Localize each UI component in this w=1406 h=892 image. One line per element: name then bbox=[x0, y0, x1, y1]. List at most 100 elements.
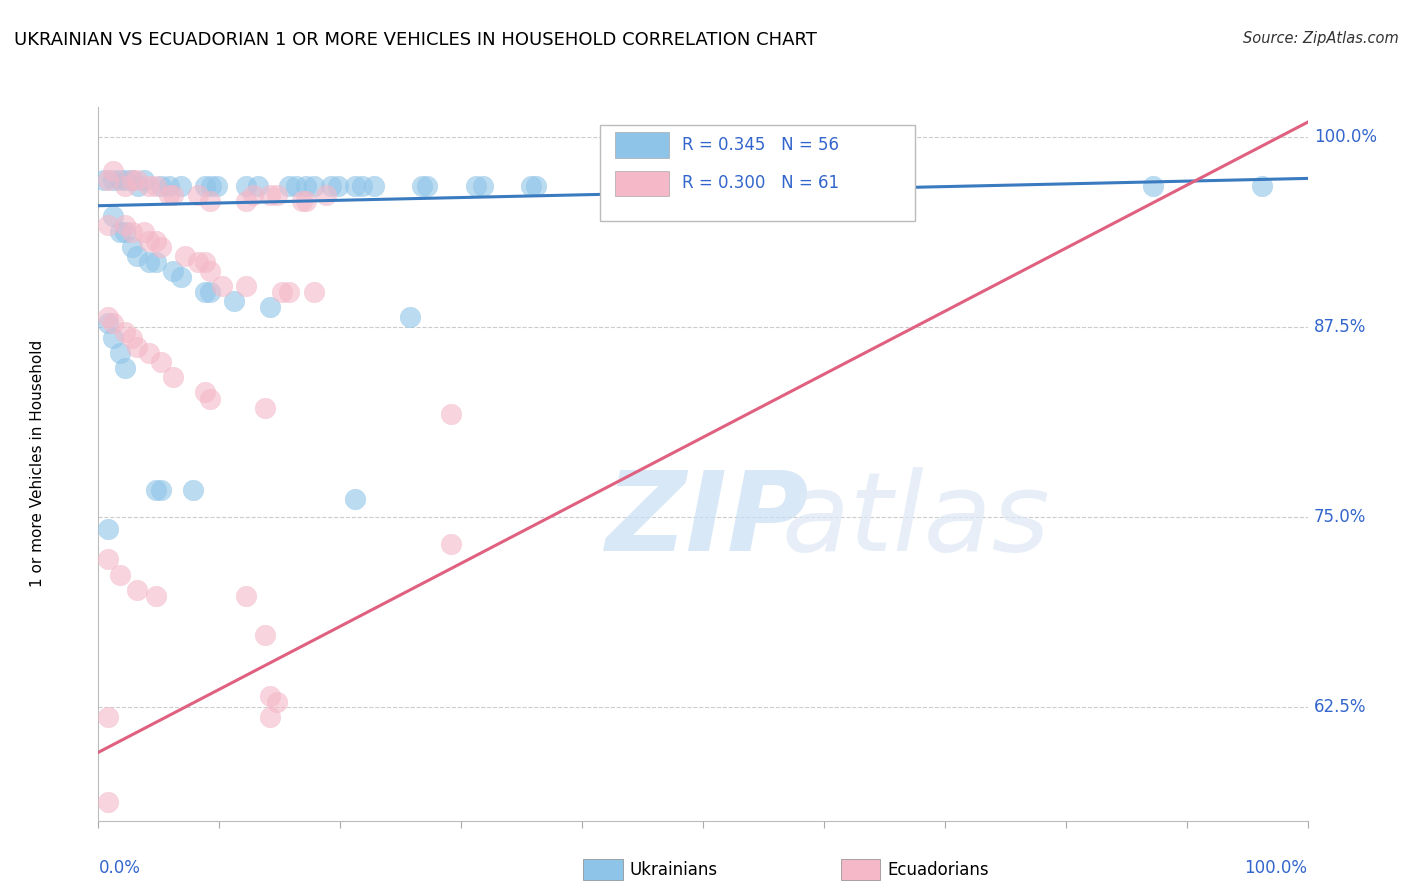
Point bbox=[108, 567, 131, 582]
Point bbox=[114, 361, 136, 376]
Point bbox=[295, 194, 318, 209]
Point bbox=[101, 163, 124, 178]
Point bbox=[101, 331, 124, 345]
Point bbox=[108, 346, 131, 360]
Point bbox=[284, 179, 307, 194]
Point bbox=[259, 188, 281, 202]
Point bbox=[278, 285, 301, 300]
Point bbox=[211, 279, 233, 293]
Point bbox=[97, 796, 120, 810]
Text: Source: ZipAtlas.com: Source: ZipAtlas.com bbox=[1243, 31, 1399, 46]
Text: R = 0.345   N = 56: R = 0.345 N = 56 bbox=[682, 136, 839, 153]
Point bbox=[138, 234, 160, 248]
FancyBboxPatch shape bbox=[614, 170, 669, 196]
Point bbox=[101, 210, 124, 224]
Point bbox=[266, 695, 288, 709]
Text: UKRAINIAN VS ECUADORIAN 1 OR MORE VEHICLES IN HOUSEHOLD CORRELATION CHART: UKRAINIAN VS ECUADORIAN 1 OR MORE VEHICL… bbox=[14, 31, 817, 49]
Point bbox=[181, 483, 204, 497]
Point bbox=[150, 355, 173, 369]
Point bbox=[198, 194, 221, 209]
Point bbox=[134, 173, 156, 187]
Point bbox=[101, 173, 124, 187]
Point bbox=[145, 179, 167, 194]
Point bbox=[97, 219, 120, 233]
Point bbox=[114, 173, 136, 187]
Point bbox=[194, 255, 217, 269]
Point bbox=[150, 179, 173, 194]
Point bbox=[93, 173, 115, 187]
Text: 100.0%: 100.0% bbox=[1244, 859, 1308, 877]
Point bbox=[259, 710, 281, 724]
Point bbox=[114, 219, 136, 233]
Point bbox=[138, 346, 160, 360]
Point bbox=[343, 179, 366, 194]
Point bbox=[259, 301, 281, 315]
Point bbox=[278, 179, 301, 194]
Point bbox=[121, 240, 143, 254]
Point bbox=[138, 179, 160, 194]
Point bbox=[464, 179, 486, 194]
Point bbox=[127, 582, 149, 597]
FancyBboxPatch shape bbox=[600, 125, 915, 221]
Point bbox=[114, 225, 136, 239]
Text: R = 0.300   N = 61: R = 0.300 N = 61 bbox=[682, 175, 839, 193]
Point bbox=[194, 385, 217, 400]
Point bbox=[97, 173, 120, 187]
Point bbox=[145, 255, 167, 269]
Point bbox=[150, 240, 173, 254]
Point bbox=[440, 407, 463, 421]
Point bbox=[235, 179, 257, 194]
Point bbox=[411, 179, 433, 194]
Point bbox=[315, 188, 337, 202]
Point bbox=[97, 522, 120, 536]
Point bbox=[127, 249, 149, 263]
Point bbox=[1142, 179, 1164, 194]
Text: 62.5%: 62.5% bbox=[1313, 698, 1367, 715]
Point bbox=[127, 179, 149, 194]
Point bbox=[198, 264, 221, 278]
Point bbox=[302, 285, 325, 300]
Point bbox=[343, 491, 366, 506]
Point bbox=[350, 179, 373, 194]
Point bbox=[363, 179, 385, 194]
Point bbox=[471, 179, 494, 194]
Point bbox=[97, 316, 120, 330]
Text: Ukrainians: Ukrainians bbox=[630, 861, 718, 879]
Text: ZIP: ZIP bbox=[606, 467, 810, 574]
Point bbox=[266, 826, 288, 840]
Point bbox=[101, 316, 124, 330]
Point bbox=[138, 255, 160, 269]
Point bbox=[326, 179, 349, 194]
Point bbox=[114, 325, 136, 339]
Point bbox=[134, 225, 156, 239]
Point bbox=[121, 225, 143, 239]
Point bbox=[108, 173, 131, 187]
Point bbox=[416, 179, 439, 194]
Point bbox=[162, 264, 184, 278]
Point bbox=[97, 310, 120, 324]
Point bbox=[1250, 179, 1272, 194]
Point bbox=[440, 537, 463, 551]
Point bbox=[254, 628, 277, 642]
Point bbox=[247, 179, 270, 194]
Point bbox=[114, 179, 136, 194]
Text: 87.5%: 87.5% bbox=[1313, 318, 1367, 336]
Point bbox=[205, 179, 228, 194]
Point bbox=[169, 179, 191, 194]
Text: 1 or more Vehicles in Household: 1 or more Vehicles in Household bbox=[31, 340, 45, 588]
Point bbox=[169, 270, 191, 285]
Point bbox=[145, 589, 167, 603]
Point bbox=[187, 188, 209, 202]
Point bbox=[97, 552, 120, 566]
Point bbox=[150, 483, 173, 497]
Point bbox=[235, 194, 257, 209]
Point bbox=[302, 179, 325, 194]
Text: 75.0%: 75.0% bbox=[1313, 508, 1367, 526]
Text: Ecuadorians: Ecuadorians bbox=[887, 861, 988, 879]
Point bbox=[290, 194, 312, 209]
Point bbox=[127, 340, 149, 354]
Point bbox=[524, 179, 547, 194]
Text: atlas: atlas bbox=[782, 467, 1050, 574]
Text: 100.0%: 100.0% bbox=[1313, 128, 1376, 146]
Point bbox=[157, 188, 180, 202]
